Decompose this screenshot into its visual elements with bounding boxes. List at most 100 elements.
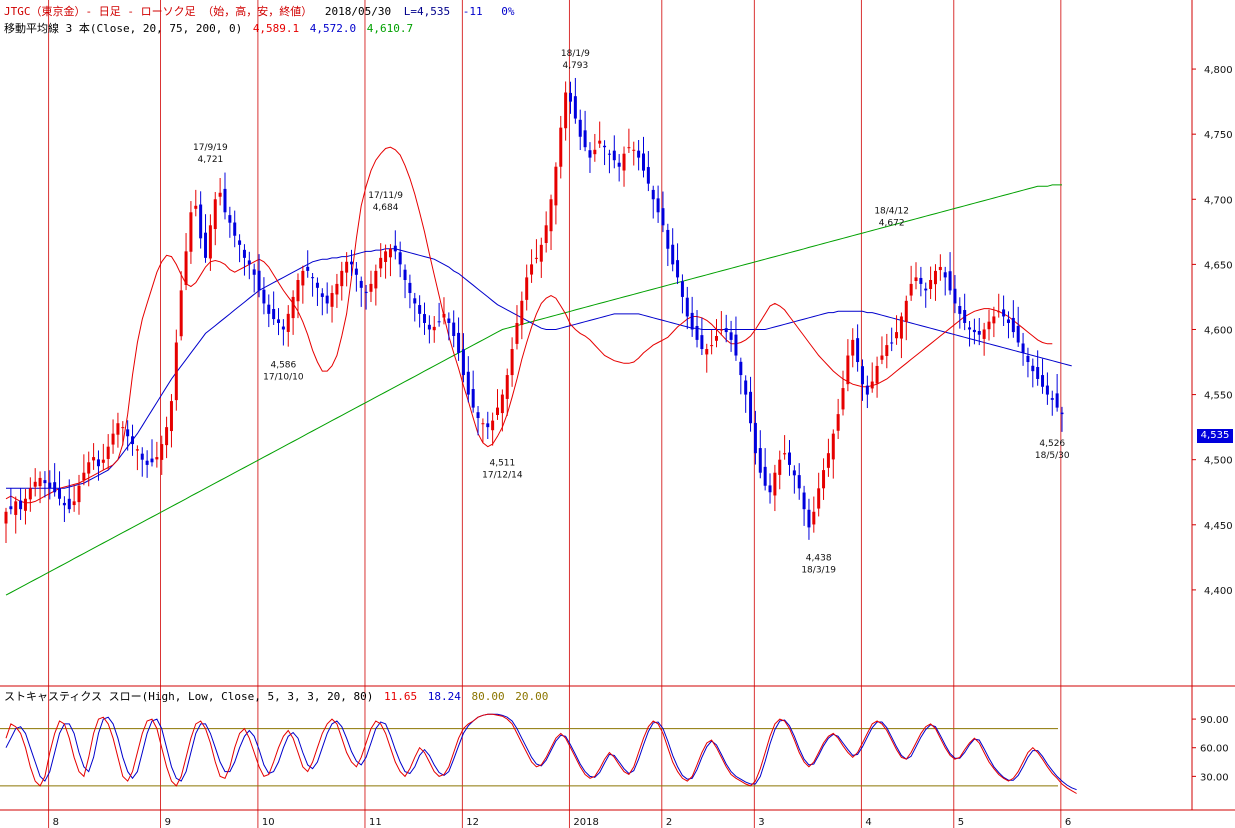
candle-body bbox=[315, 282, 319, 288]
candle-body bbox=[768, 485, 772, 493]
candle-body bbox=[364, 291, 368, 294]
month-label: 10 bbox=[262, 817, 275, 828]
candle-body bbox=[573, 96, 577, 119]
month-label: 3 bbox=[758, 817, 764, 828]
candle-body bbox=[174, 342, 178, 401]
candle-body bbox=[354, 268, 358, 275]
candle-body bbox=[496, 407, 500, 415]
candle-body bbox=[982, 329, 986, 339]
candle-body bbox=[666, 229, 670, 249]
annotation-price: 4,586 bbox=[270, 361, 296, 371]
chart-header: JTGC（東京金）- 日足 - ローソク足 （始，高，安，終値） 2018/05… bbox=[4, 5, 514, 18]
candle-body bbox=[997, 311, 1001, 313]
candle-body bbox=[393, 245, 397, 252]
candle-body bbox=[924, 288, 928, 291]
candle-body bbox=[554, 166, 558, 206]
candle-body bbox=[350, 261, 354, 265]
annotation-date: 18/5/30 bbox=[1035, 451, 1070, 461]
month-label: 5 bbox=[958, 817, 964, 828]
candle-body bbox=[408, 282, 412, 294]
candle-body bbox=[749, 391, 753, 424]
candle-body bbox=[1060, 412, 1064, 415]
candle-body bbox=[238, 240, 242, 245]
price-grid bbox=[48, 0, 1062, 828]
candle-body bbox=[106, 446, 110, 459]
candle-body bbox=[972, 329, 976, 333]
month-label: 11 bbox=[369, 817, 382, 828]
candle-body bbox=[9, 506, 13, 510]
candle-body bbox=[92, 457, 96, 461]
candle-body bbox=[461, 349, 465, 376]
annotation-date: 18/3/19 bbox=[801, 565, 836, 575]
candle-body bbox=[583, 130, 587, 148]
annotation-date: 17/10/10 bbox=[263, 373, 304, 383]
candle-body bbox=[1026, 355, 1030, 363]
candle-body bbox=[1041, 375, 1045, 387]
candle-body bbox=[885, 345, 889, 356]
candle-body bbox=[651, 189, 655, 200]
candle-body bbox=[325, 295, 329, 304]
ma75-line bbox=[6, 248, 1072, 489]
candle-body bbox=[476, 412, 480, 419]
candle-body bbox=[1055, 393, 1059, 408]
candle-body bbox=[856, 338, 860, 363]
candle-body bbox=[121, 427, 125, 429]
candle-body bbox=[213, 199, 217, 230]
candle-body bbox=[491, 420, 495, 431]
candle-body bbox=[423, 314, 427, 323]
stoch-tick-label: 90.00 bbox=[1200, 715, 1229, 726]
candle-body bbox=[262, 289, 266, 304]
month-label: 2 bbox=[666, 817, 672, 828]
candle-body bbox=[96, 459, 100, 467]
candle-body bbox=[778, 459, 782, 475]
candle-body bbox=[140, 453, 144, 460]
candle-body bbox=[783, 453, 787, 455]
candle-body bbox=[82, 472, 86, 481]
candle-body bbox=[739, 361, 743, 376]
candle-body bbox=[938, 266, 942, 271]
candle-body bbox=[734, 334, 738, 356]
candle-body bbox=[4, 511, 8, 524]
month-label: 12 bbox=[466, 817, 479, 828]
candle-body bbox=[744, 380, 748, 395]
candle-body bbox=[822, 470, 826, 489]
stoch-d-line bbox=[5, 713, 1077, 791]
annotation-price: 4,721 bbox=[198, 155, 224, 165]
candle-body bbox=[564, 92, 568, 129]
candle-body bbox=[155, 457, 159, 460]
stoch-d-value: 18.24 bbox=[427, 690, 461, 703]
last-price: L=4,535 bbox=[403, 5, 451, 18]
candle-body bbox=[851, 339, 855, 356]
candle-body bbox=[933, 270, 937, 285]
candle-body bbox=[510, 349, 514, 376]
candle-body bbox=[588, 150, 592, 158]
candle-body bbox=[281, 326, 285, 330]
candle-body bbox=[880, 355, 884, 360]
candle-body bbox=[374, 270, 378, 289]
candle-body bbox=[792, 470, 796, 476]
candle-body bbox=[1016, 325, 1020, 343]
candle-body bbox=[676, 260, 680, 278]
annotation-price: 4,438 bbox=[806, 553, 832, 563]
candle-body bbox=[23, 498, 27, 511]
candle-body bbox=[846, 355, 850, 385]
candle-body bbox=[442, 313, 446, 318]
price-annotations: 17/9/19 4,721 4,586 17/10/10 17/11/9 4,684 4,5… bbox=[193, 49, 1070, 575]
candle-body bbox=[301, 270, 305, 286]
candle-body bbox=[530, 264, 534, 275]
candle-body bbox=[14, 501, 18, 515]
month-label: 8 bbox=[53, 817, 59, 828]
candle-body bbox=[593, 149, 597, 155]
stoch-tick-label: 60.00 bbox=[1200, 744, 1229, 755]
candle-body bbox=[549, 199, 553, 232]
candle-body bbox=[632, 149, 636, 151]
candle-body bbox=[817, 488, 821, 509]
candle-body bbox=[700, 335, 704, 350]
candle-body bbox=[101, 459, 105, 463]
candle-body bbox=[28, 488, 32, 500]
annotation-date: 18/4/12 bbox=[874, 207, 909, 217]
price-tick-label: 4,800 bbox=[1204, 65, 1233, 76]
candle-body bbox=[43, 480, 47, 484]
stoch-k-value: 11.65 bbox=[384, 690, 418, 703]
